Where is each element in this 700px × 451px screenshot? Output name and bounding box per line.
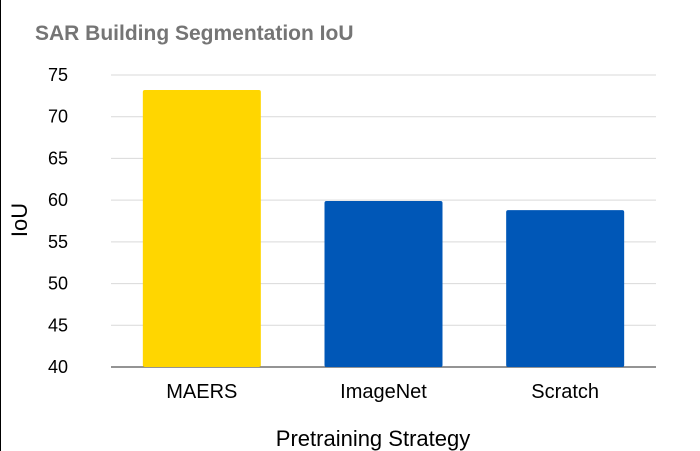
y-tick-label: 70 xyxy=(48,107,68,127)
x-tick-label: Scratch xyxy=(531,381,599,403)
y-tick-label: 55 xyxy=(48,232,68,252)
bar-scratch xyxy=(506,210,625,367)
x-axis-title: Pretraining Strategy xyxy=(276,426,470,451)
y-axis-title: IoU xyxy=(7,203,32,237)
y-tick-label: 65 xyxy=(48,148,68,168)
y-tick-label: 75 xyxy=(48,65,68,85)
x-tick-label: ImageNet xyxy=(340,381,427,403)
y-tick-label: 45 xyxy=(48,315,68,335)
x-axis-ticks: MAERS ImageNet Scratch xyxy=(166,381,599,403)
y-tick-label: 60 xyxy=(48,190,68,210)
bar-maers xyxy=(142,90,261,367)
y-tick-label: 40 xyxy=(48,357,68,377)
bars xyxy=(142,90,625,367)
bar-imagenet xyxy=(324,200,443,367)
x-tick-label: MAERS xyxy=(166,381,237,403)
chart-title: SAR Building Segmentation IoU xyxy=(35,22,354,45)
y-tick-label: 50 xyxy=(48,274,68,294)
y-axis-ticks: 40 45 50 55 60 65 70 75 xyxy=(48,65,68,377)
